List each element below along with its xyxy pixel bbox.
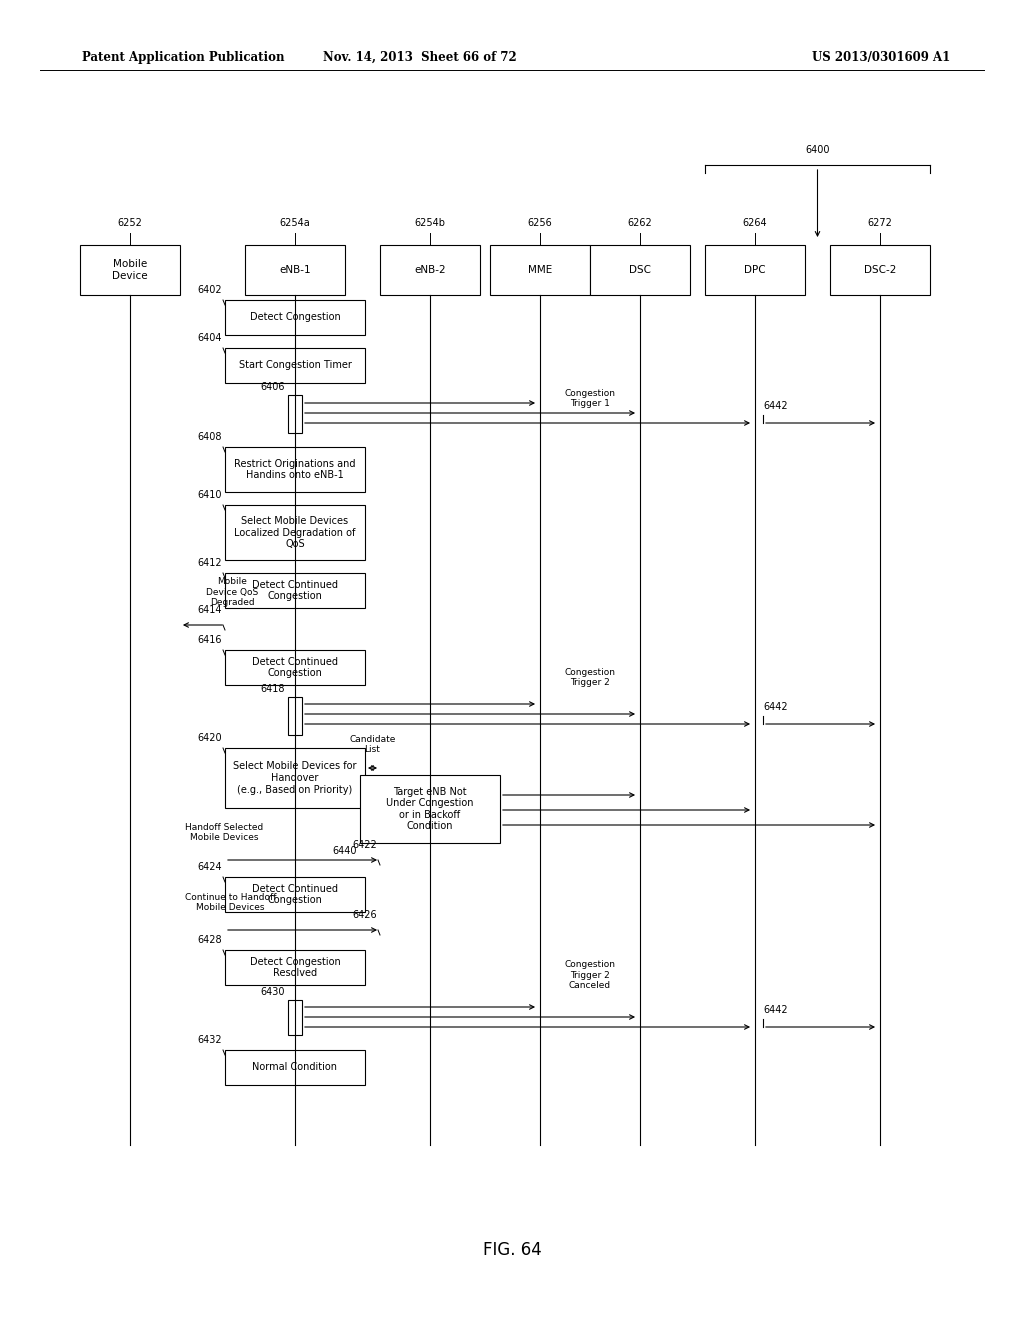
Text: 6414: 6414: [198, 605, 222, 615]
Text: 6428: 6428: [198, 935, 222, 945]
Bar: [225, 950, 365, 985]
Text: 6442: 6442: [763, 702, 787, 711]
Text: 6400: 6400: [805, 145, 829, 154]
Text: 6426: 6426: [352, 909, 377, 920]
Text: 6430: 6430: [260, 987, 285, 997]
Bar: [288, 395, 302, 433]
Text: Congestion
Trigger 2
Canceled: Congestion Trigger 2 Canceled: [564, 960, 615, 990]
Text: DPC: DPC: [744, 265, 766, 275]
Text: 6406: 6406: [260, 381, 285, 392]
Text: 6410: 6410: [198, 490, 222, 500]
Text: Continue to Handoff
Mobile Devices: Continue to Handoff Mobile Devices: [185, 892, 276, 912]
Text: Congestion
Trigger 1: Congestion Trigger 1: [564, 388, 615, 408]
Text: 6264: 6264: [742, 218, 767, 228]
Text: 6256: 6256: [527, 218, 552, 228]
Text: MME: MME: [528, 265, 552, 275]
Bar: [225, 300, 365, 335]
Text: Candidate
List: Candidate List: [349, 735, 395, 754]
Text: Select Mobile Devices
Localized Degradation of
QoS: Select Mobile Devices Localized Degradat…: [234, 516, 355, 549]
Text: Target eNB Not
Under Congestion
or in Backoff
Condition: Target eNB Not Under Congestion or in Ba…: [386, 787, 474, 832]
Text: Detect Congestion: Detect Congestion: [250, 313, 340, 322]
Bar: [80, 246, 180, 294]
Text: DSC: DSC: [629, 265, 651, 275]
Text: 6404: 6404: [198, 333, 222, 343]
Text: 6442: 6442: [763, 401, 787, 411]
Bar: [590, 246, 690, 294]
Text: 6252: 6252: [118, 218, 142, 228]
Text: 6422: 6422: [352, 840, 377, 850]
Text: 6420: 6420: [198, 733, 222, 743]
Text: DSC-2: DSC-2: [864, 265, 896, 275]
Text: Start Congestion Timer: Start Congestion Timer: [239, 360, 351, 371]
Text: eNB-1: eNB-1: [280, 265, 311, 275]
Text: Mobile
Device QoS
Degraded: Mobile Device QoS Degraded: [207, 577, 259, 607]
Text: FIG. 64: FIG. 64: [482, 1241, 542, 1259]
Text: 6408: 6408: [198, 432, 222, 442]
Bar: [288, 1001, 302, 1035]
Text: Handoff Selected
Mobile Devices: Handoff Selected Mobile Devices: [185, 822, 263, 842]
Bar: [380, 246, 480, 294]
Bar: [225, 506, 365, 560]
Text: Congestion
Trigger 2: Congestion Trigger 2: [564, 668, 615, 686]
Bar: [225, 876, 365, 912]
Text: 6424: 6424: [198, 862, 222, 873]
Text: 6412: 6412: [198, 558, 222, 568]
Text: 6254b: 6254b: [415, 218, 445, 228]
Bar: [225, 447, 365, 492]
Text: Patent Application Publication: Patent Application Publication: [82, 50, 285, 63]
Bar: [225, 348, 365, 383]
Bar: [705, 246, 805, 294]
Text: 6272: 6272: [867, 218, 893, 228]
Text: Detect Continued
Congestion: Detect Continued Congestion: [252, 579, 338, 602]
Text: 6262: 6262: [628, 218, 652, 228]
Text: Restrict Originations and
Handins onto eNB-1: Restrict Originations and Handins onto e…: [234, 459, 355, 480]
Text: 6440: 6440: [333, 846, 357, 855]
Text: eNB-2: eNB-2: [414, 265, 445, 275]
Text: Detect Congestion
Resolved: Detect Congestion Resolved: [250, 957, 340, 978]
Bar: [225, 1049, 365, 1085]
Text: US 2013/0301609 A1: US 2013/0301609 A1: [812, 50, 950, 63]
Bar: [360, 775, 500, 843]
Bar: [490, 246, 590, 294]
Bar: [225, 748, 365, 808]
Bar: [245, 246, 345, 294]
Text: Nov. 14, 2013  Sheet 66 of 72: Nov. 14, 2013 Sheet 66 of 72: [324, 50, 517, 63]
Text: Mobile
Device: Mobile Device: [113, 259, 147, 281]
Text: 6432: 6432: [198, 1035, 222, 1045]
Text: 6254a: 6254a: [280, 218, 310, 228]
Text: 6402: 6402: [198, 285, 222, 294]
Text: Detect Continued
Congestion: Detect Continued Congestion: [252, 883, 338, 906]
Text: 6442: 6442: [763, 1005, 787, 1015]
Text: Normal Condition: Normal Condition: [253, 1063, 338, 1072]
Bar: [830, 246, 930, 294]
Text: 6416: 6416: [198, 635, 222, 645]
Text: Select Mobile Devices for
Handover
(e.g., Based on Priority): Select Mobile Devices for Handover (e.g.…: [233, 762, 356, 795]
Text: Detect Continued
Congestion: Detect Continued Congestion: [252, 657, 338, 678]
Bar: [225, 573, 365, 609]
Bar: [225, 649, 365, 685]
Bar: [288, 697, 302, 735]
Text: 6418: 6418: [260, 684, 285, 694]
